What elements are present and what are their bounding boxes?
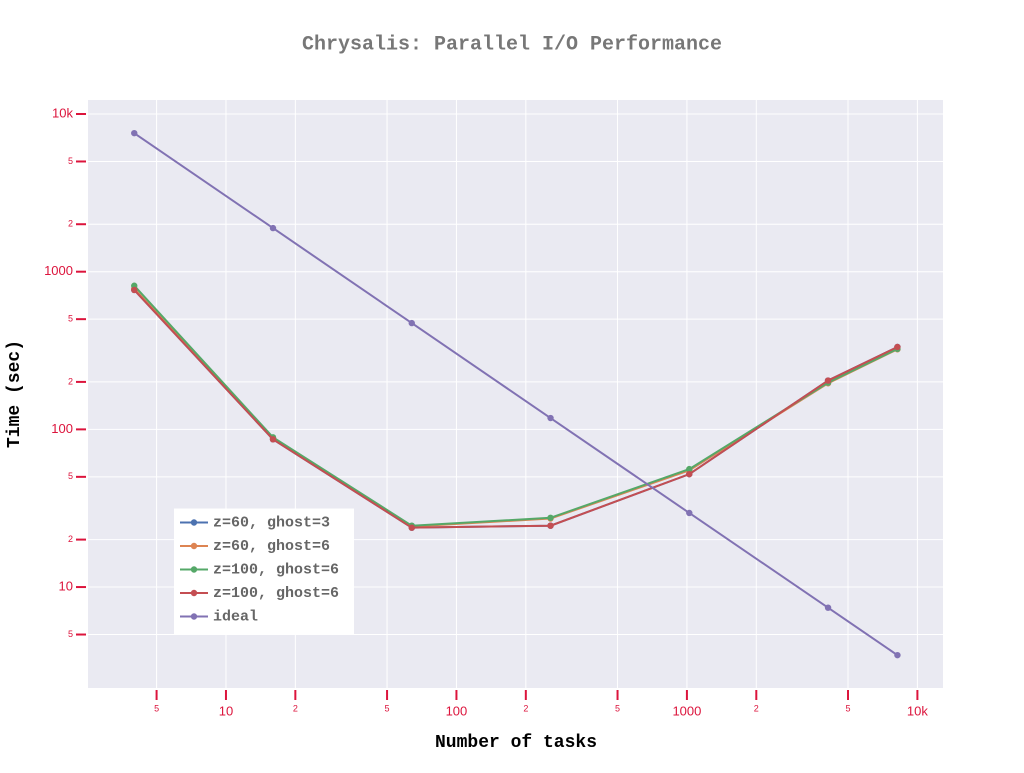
legend-marker: [190, 542, 198, 550]
x-tick-label: 5: [385, 703, 390, 713]
data-point: [547, 514, 554, 521]
x-tick-label: 2: [293, 703, 298, 713]
x-tick-label: 100: [446, 703, 468, 718]
y-tick-label: 5: [68, 314, 73, 324]
series: [131, 129, 901, 659]
y-tick-label: 10: [59, 578, 73, 593]
data-point: [686, 470, 693, 478]
legend-marker: [190, 589, 198, 597]
x-tick-label: 10: [219, 703, 233, 718]
data-point: [269, 224, 277, 232]
x-tick-label: 5: [615, 703, 620, 713]
y-tick-label: 2: [68, 219, 73, 229]
data-point: [131, 286, 138, 294]
data-point: [547, 414, 554, 422]
x-tick-label: 2: [523, 703, 528, 713]
x-tick-label: 5: [846, 703, 851, 713]
legend-label: z=100, ghost=6: [213, 561, 339, 578]
data-point: [824, 377, 832, 384]
data-point: [408, 524, 415, 531]
y-tick-label: 5: [68, 629, 73, 639]
y-tick-label: 5: [68, 471, 73, 481]
chart-title: Chrysalis: Parallel I/O Performance: [302, 33, 722, 56]
y-tick-label: 10k: [52, 105, 73, 120]
legend-label: z=60, ghost=6: [213, 538, 330, 555]
data-point: [686, 465, 693, 473]
data-point: [686, 509, 693, 517]
x-axis-label: Number of tasks: [435, 733, 597, 753]
legend-label: z=60, ghost=3: [213, 514, 330, 531]
y-tick-label: 5: [68, 156, 73, 166]
data-point: [824, 604, 832, 611]
y-tick-label: 1000: [44, 263, 73, 278]
data-point: [131, 129, 138, 137]
legend-label: ideal: [213, 608, 258, 625]
x-tick-label: 1000: [672, 703, 701, 718]
x-tick-label: 2: [754, 703, 759, 713]
y-axis-label: Time (sec): [5, 340, 25, 448]
legend-label: z=100, ghost=6: [213, 585, 339, 602]
data-point: [894, 651, 901, 659]
legend-marker: [190, 566, 198, 573]
legend-box: [174, 508, 354, 634]
data-point: [894, 343, 901, 351]
x-tick-label: 5: [154, 703, 159, 713]
legend-marker: [190, 613, 198, 620]
data-point: [547, 522, 554, 529]
data-point: [408, 319, 415, 327]
data-point: [269, 436, 277, 443]
y-tick-label: 2: [68, 376, 73, 386]
y-tick-label: 100: [51, 421, 73, 436]
x-tick-label: 10k: [907, 703, 928, 718]
y-tick-label: 2: [68, 534, 73, 544]
legend: z=60, ghost=3 z=60, ghost=6 z=100, ghost=6…: [174, 508, 354, 634]
legend-marker: [190, 519, 198, 526]
